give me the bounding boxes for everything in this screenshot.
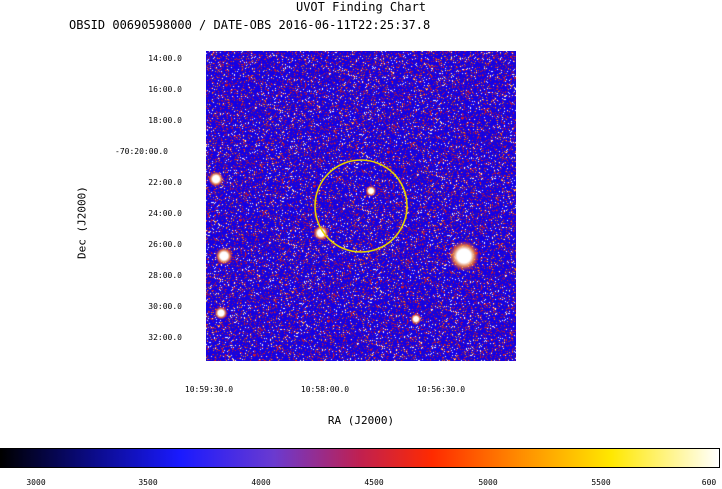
dec-tick: 24:00.0	[148, 209, 182, 218]
chart-title: UVOT Finding Chart	[295, 0, 427, 14]
chart-subtitle: OBSID 00690598000 / DATE-OBS 2016-06-11T…	[69, 18, 431, 32]
colorbar-tick: 600	[701, 478, 717, 487]
ra-axis-label: RA (J2000)	[327, 414, 395, 427]
colorbar-tick: 5000	[478, 478, 498, 487]
ra-tick: 10:59:30.0	[184, 385, 234, 394]
dec-tick-labels: 14:00.0 16:00.0 18:00.0 -70:20:00.0 22:0…	[80, 0, 182, 489]
colorbar-tick: 5500	[591, 478, 611, 487]
source-region-circle	[314, 159, 408, 253]
sky-image-pixels	[206, 51, 516, 361]
sky-image	[206, 51, 516, 361]
colorbar	[0, 448, 720, 468]
dec-tick: 30:00.0	[148, 302, 182, 311]
colorbar-tick: 4500	[364, 478, 384, 487]
dec-tick: 18:00.0	[148, 116, 182, 125]
dec-tick: -70:20:00.0	[115, 147, 168, 156]
dec-tick: 14:00.0	[148, 54, 182, 63]
sky-overlay	[314, 159, 408, 253]
dec-axis-label: Dec (J2000)	[75, 186, 89, 259]
colorbar-tick: 4000	[251, 478, 271, 487]
ra-tick: 10:58:00.0	[300, 385, 350, 394]
ra-tick: 10:56:30.0	[416, 385, 466, 394]
dec-tick: 26:00.0	[148, 240, 182, 249]
colorbar-tick: 3500	[138, 478, 158, 487]
dec-tick: 32:00.0	[148, 333, 182, 342]
colorbar-tick: 3000	[26, 478, 46, 487]
dec-tick: 28:00.0	[148, 271, 182, 280]
dec-tick: 16:00.0	[148, 85, 182, 94]
dec-tick: 22:00.0	[148, 178, 182, 187]
